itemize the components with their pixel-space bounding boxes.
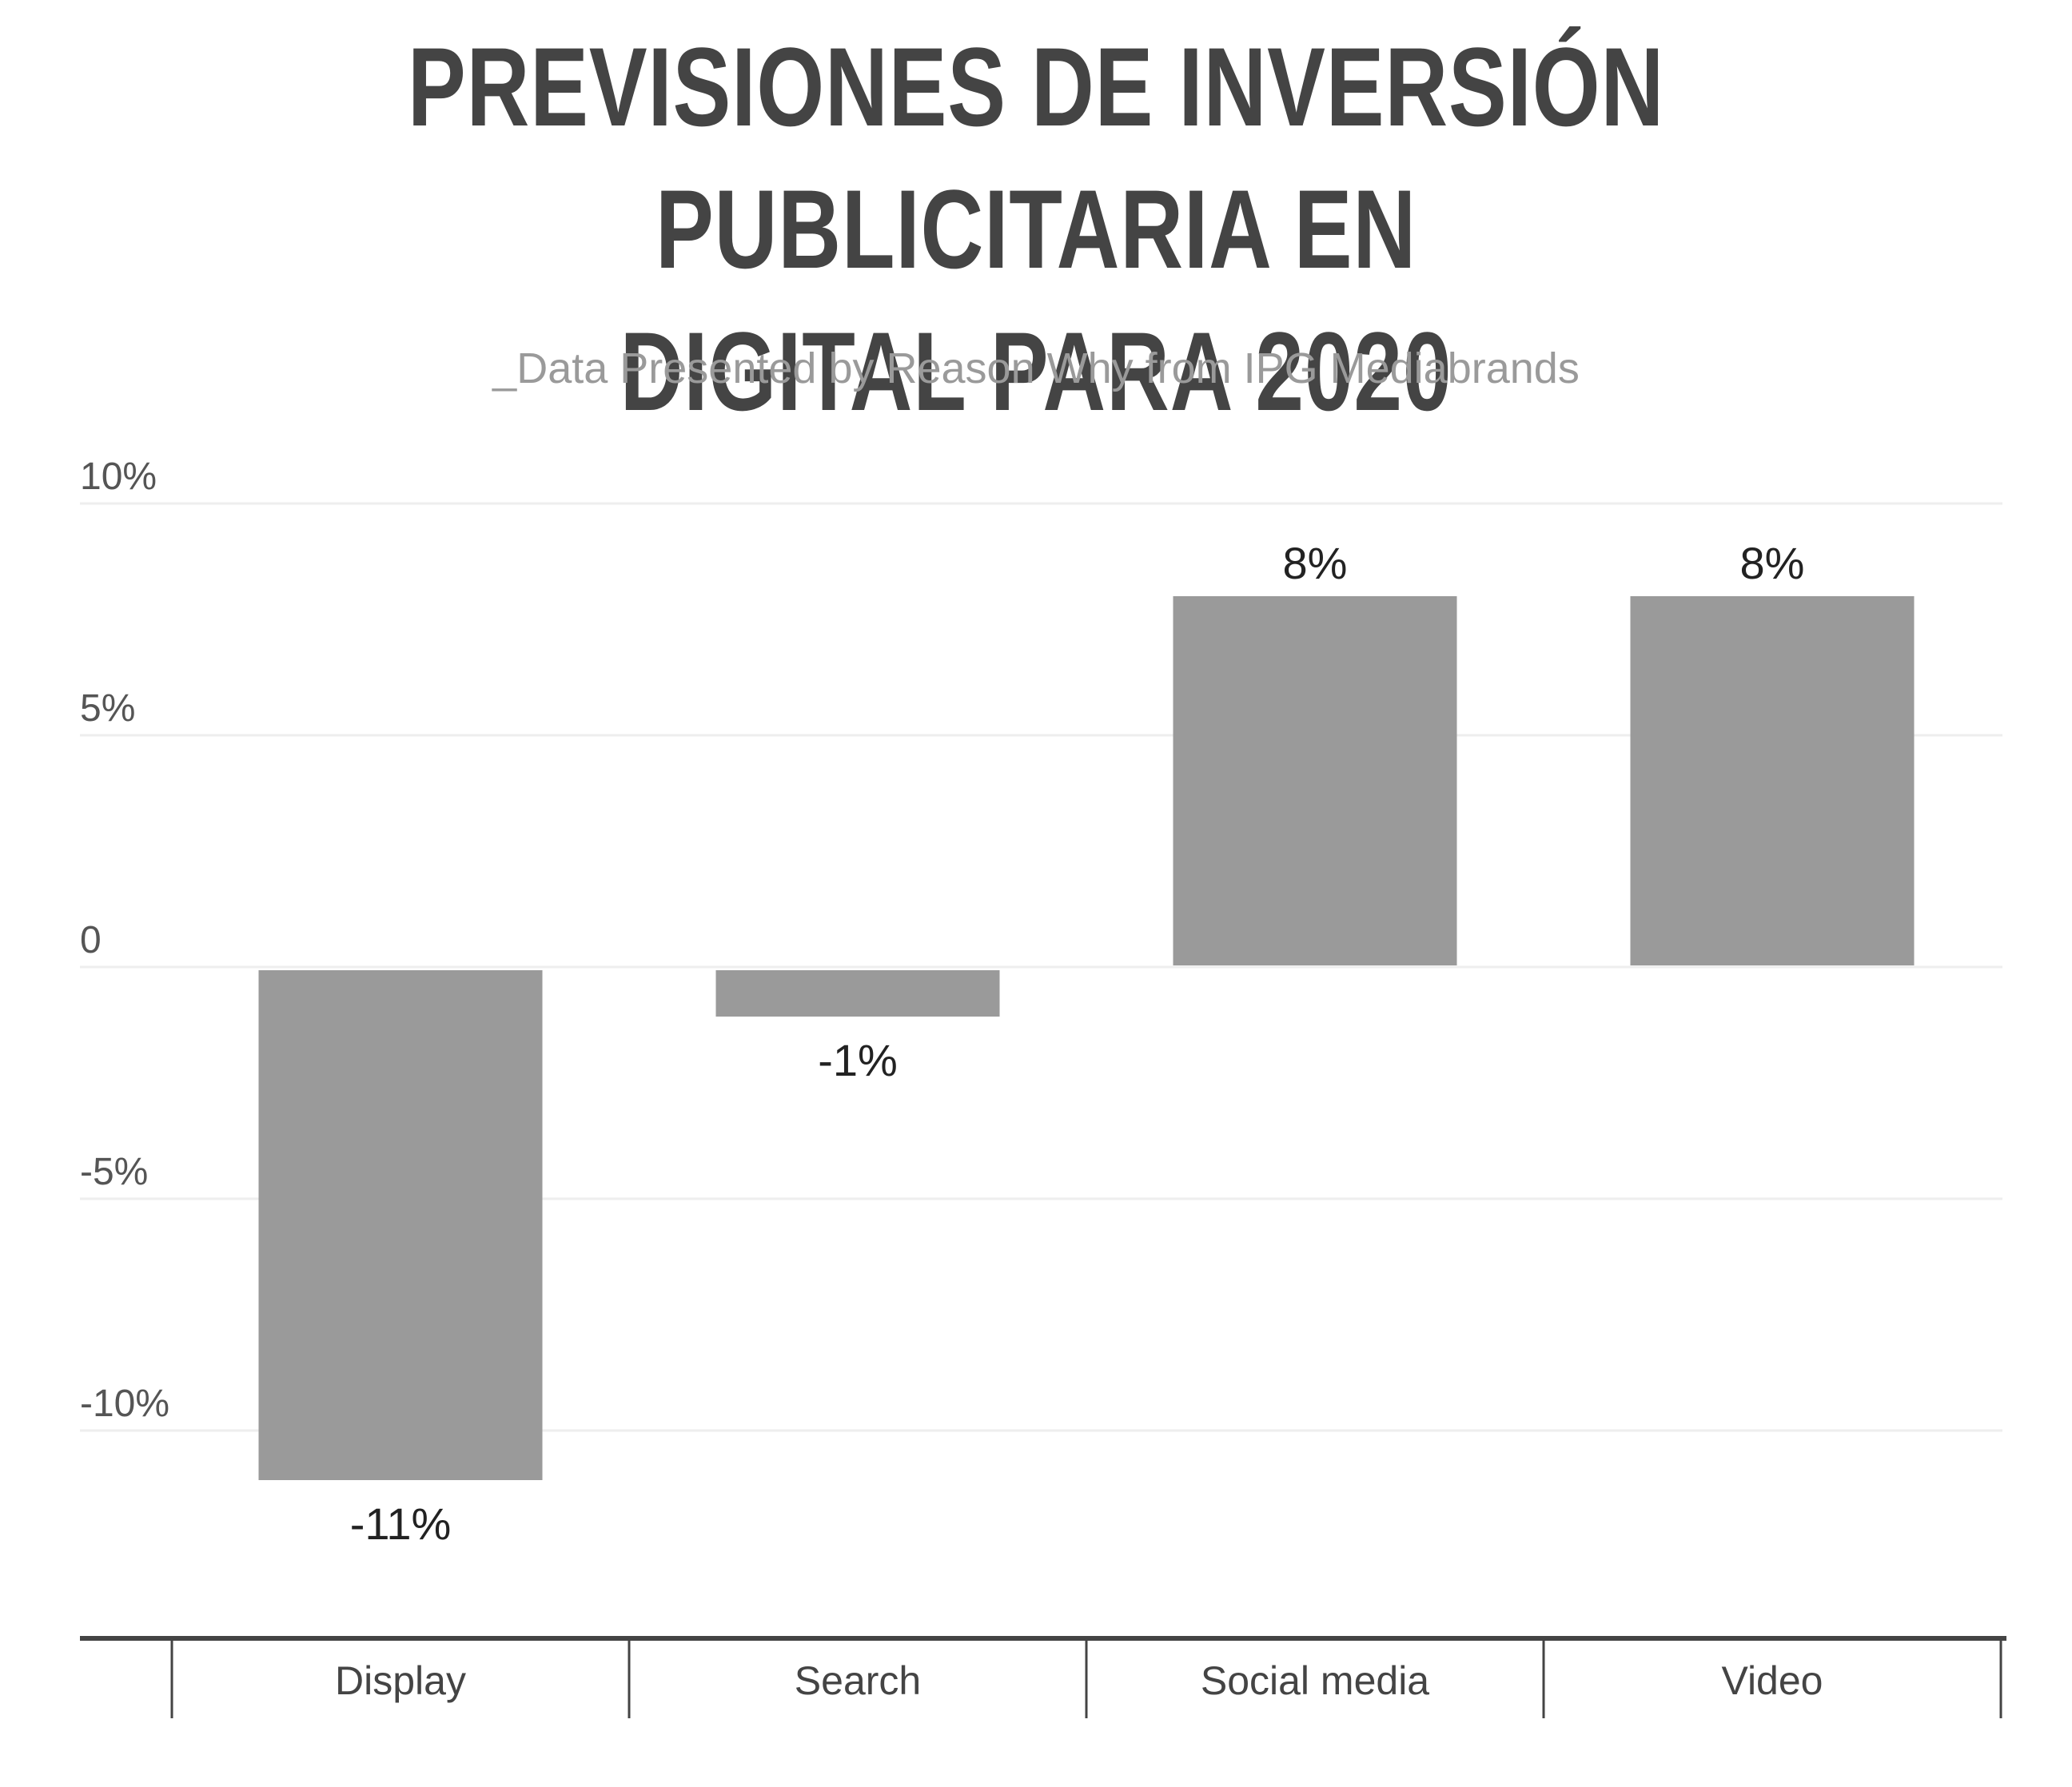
y-tick-label: 0 (80, 919, 102, 961)
chart-title: PREVISIONES DE INVERSIÓN PUBLICITARIA EN… (228, 16, 1844, 443)
data-labels: -11% -1% 8% 8% (350, 538, 1805, 1549)
x-axis: Display Search Social media Video (80, 1636, 2006, 1718)
x-tick-label: Display (335, 1658, 466, 1703)
y-tick-label: -10% (80, 1383, 169, 1425)
x-tick-label: Video (1722, 1658, 1823, 1703)
data-label: -11% (350, 1498, 452, 1549)
chart-title-line-1: PREVISIONES DE INVERSIÓN PUBLICITARIA EN (407, 24, 1665, 292)
bars (258, 596, 1915, 1480)
data-label: 8% (1283, 538, 1348, 588)
x-tick-label: Search (795, 1658, 921, 1703)
data-label: 8% (1740, 538, 1805, 588)
y-axis-ticks: 10% 5% 0 -5% -10% (80, 456, 169, 1425)
data-label: -1% (818, 1035, 898, 1085)
chart-title-line-2: DIGITAL PARA 2020 (620, 308, 1452, 434)
bar-social-media (1173, 596, 1457, 965)
y-tick-label: 10% (80, 456, 157, 498)
y-tick-label: -5% (80, 1151, 148, 1193)
bar-search (715, 970, 1000, 1017)
x-tick-label: Social media (1201, 1658, 1429, 1703)
chart-subtitle: _Data Presented by Reason Why from IPG M… (492, 344, 1580, 392)
y-tick-label: 5% (80, 687, 135, 730)
bar-video (1630, 596, 1915, 965)
bar-display (258, 970, 543, 1480)
